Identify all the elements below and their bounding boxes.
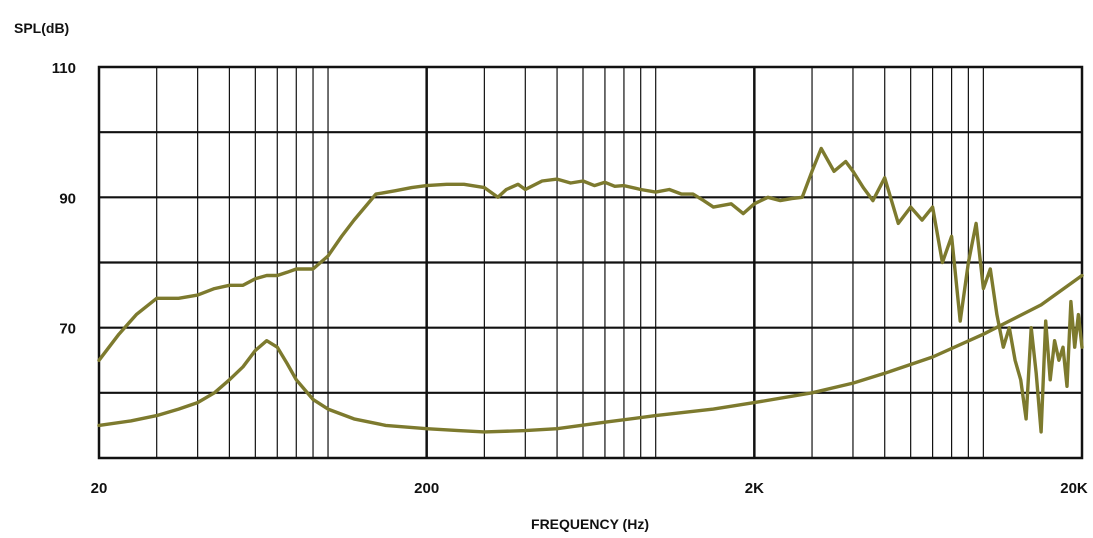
- series-layer: [97, 146, 1084, 434]
- x-axis-title: FREQUENCY (Hz): [531, 516, 649, 532]
- x-tick-label: 200: [414, 480, 439, 497]
- plot-frame: [97, 65, 1084, 460]
- y-tick-label: 90: [59, 190, 76, 207]
- y-axis-title: SPL(dB): [14, 20, 69, 36]
- y-tick-label: 70: [59, 321, 76, 338]
- series-line-2: [97, 273, 1084, 434]
- grid-major-lines: [99, 67, 1082, 458]
- series-line-1: [97, 146, 1084, 434]
- y-tick-label: 110: [52, 60, 76, 77]
- x-tick-labels: 20 200 2K 20K: [91, 480, 1088, 497]
- x-tick-label: 2K: [745, 480, 764, 497]
- y-tick-labels: 110 90 70: [52, 60, 76, 338]
- x-tick-label: 20K: [1060, 480, 1088, 497]
- x-tick-label: 20: [91, 480, 108, 497]
